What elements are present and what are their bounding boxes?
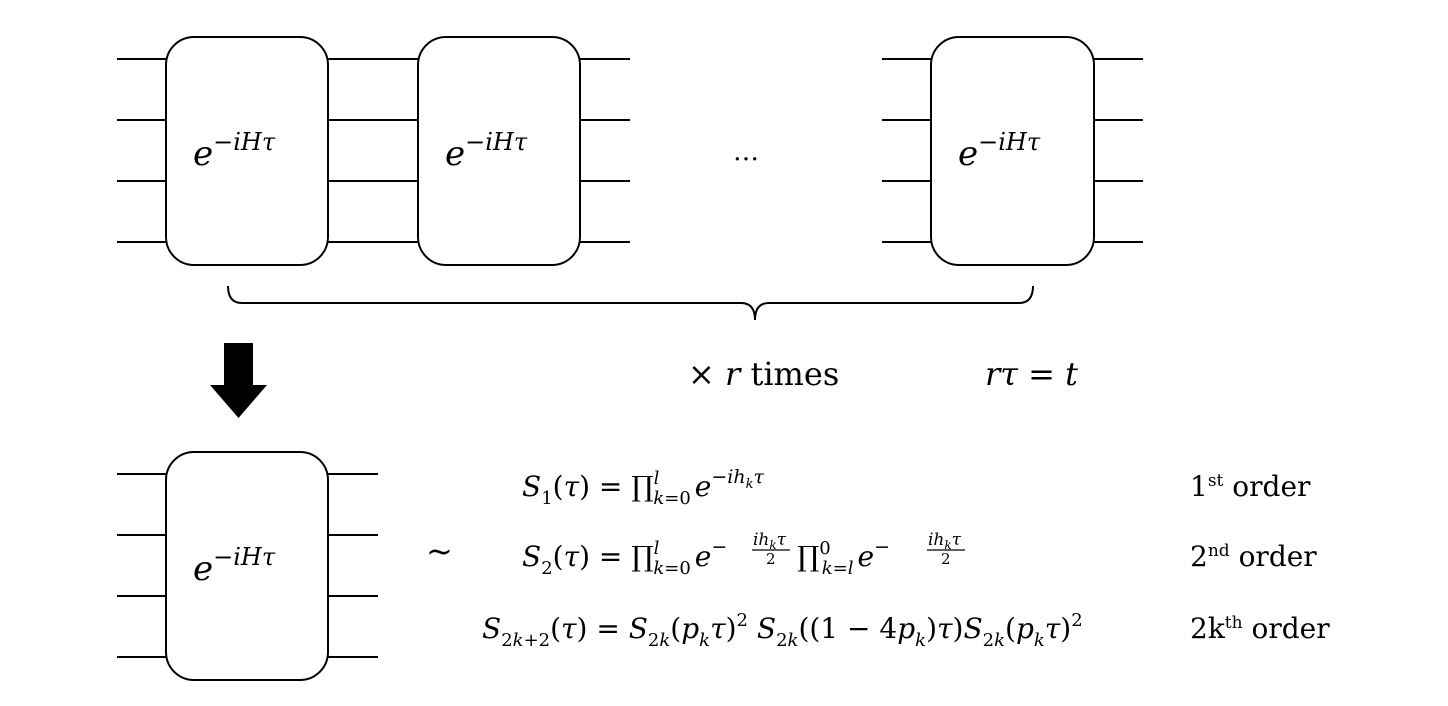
relation-label: rτ = t <box>985 355 1078 393</box>
gate-box-2: e−iHτ <box>417 36 581 266</box>
formula-s2: S2(τ) = ∏l k=0 e− <box>522 536 727 579</box>
svg-text:ihkτ: ihkτ <box>928 530 962 552</box>
svg-text:2: 2 <box>766 550 776 568</box>
formula-s2k2: S2k+2(τ) = S2k(pkτ)2 S2k((1 − 4pk)τ)S2k(… <box>482 610 1083 651</box>
svg-text:2: 2 <box>941 550 951 568</box>
gate-box-3: e−iHτ <box>930 36 1095 266</box>
fraction-1: ihkτ 2 <box>752 530 790 568</box>
fraction-2: ihkτ 2 <box>927 530 965 568</box>
formula-s1: S1(τ) = ∏l k=0 e−ihkτ <box>522 466 765 509</box>
gate-box-1: e−iHτ <box>165 36 329 266</box>
order-label-1: 1st order <box>1190 470 1311 503</box>
down-arrow-icon <box>210 343 267 418</box>
ellipsis: … <box>733 137 759 167</box>
underbrace <box>227 285 1034 321</box>
repeat-label: × r times <box>688 355 839 393</box>
gate-box-bottom: e−iHτ <box>165 451 329 681</box>
order-label-2: 2nd order <box>1190 540 1317 573</box>
formula-s2-part2: ∏0 k=l e− <box>797 536 890 579</box>
svg-text:ihkτ: ihkτ <box>753 530 787 552</box>
approx-symbol: ~ <box>426 532 453 570</box>
order-label-3: 2kth order <box>1190 612 1330 645</box>
